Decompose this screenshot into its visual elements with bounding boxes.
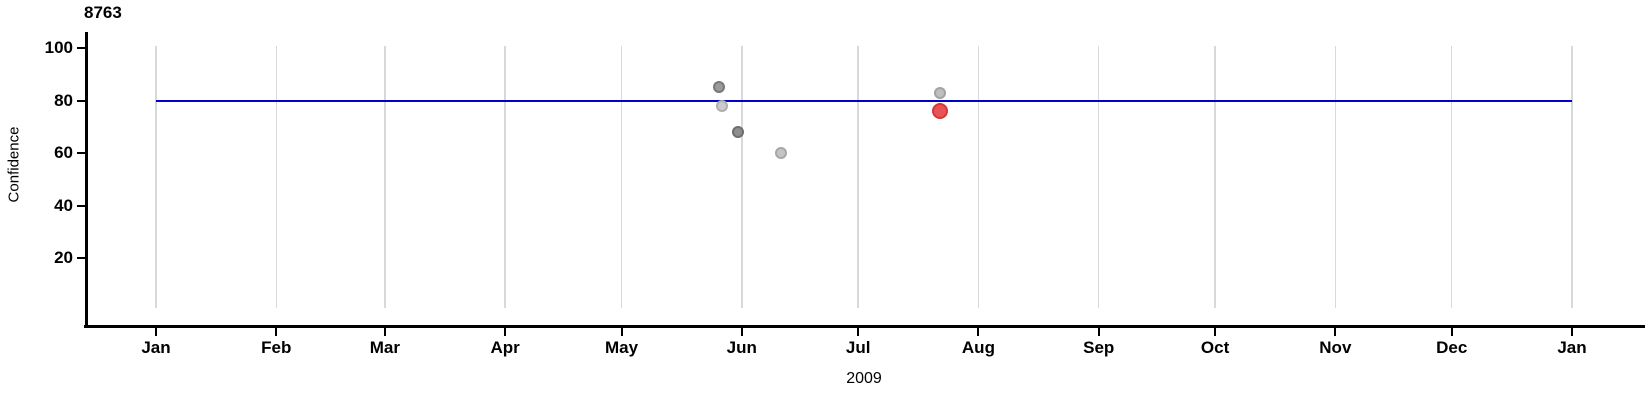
x-axis-tick	[383, 327, 386, 336]
y-axis-tick	[77, 47, 85, 49]
month-gridline	[155, 46, 157, 308]
month-gridline	[275, 46, 277, 308]
y-tick-label: 80	[54, 90, 73, 110]
month-gridline	[741, 46, 743, 308]
month-gridline	[504, 46, 506, 308]
data-point	[716, 99, 729, 112]
x-tick-label: Apr	[490, 338, 520, 357]
y-tick-label: 20	[54, 248, 73, 267]
x-tick-label: Mar	[369, 338, 400, 357]
month-gridline	[857, 46, 859, 308]
x-axis-tick	[1214, 327, 1217, 336]
month-gridline	[1097, 46, 1100, 308]
y-axis-line	[85, 32, 88, 328]
y-tick-label: 100	[44, 38, 73, 57]
y-tick-label: 60	[54, 143, 73, 162]
month-gridline	[620, 46, 623, 308]
x-axis-tick	[1450, 327, 1453, 336]
y-axis-tick	[77, 204, 85, 207]
month-gridline	[1334, 46, 1337, 308]
highlighted-data-point	[931, 103, 948, 119]
month-gridline	[1214, 46, 1216, 308]
x-tick-label: Oct	[1200, 338, 1230, 357]
y-axis-tick	[77, 99, 85, 102]
x-axis-tick	[1571, 327, 1573, 336]
chart-title: 8763	[84, 3, 122, 22]
x-tick-label: Jan	[141, 338, 171, 357]
x-axis-tick	[155, 327, 157, 336]
data-point	[774, 147, 787, 159]
x-tick-label: Aug	[961, 338, 995, 357]
x-tick-label: Jan	[1557, 338, 1587, 357]
x-axis-tick	[275, 327, 278, 336]
x-axis-tick	[977, 327, 980, 336]
y-axis-tick	[77, 257, 85, 259]
data-point	[933, 86, 946, 99]
month-gridline	[977, 46, 980, 308]
x-tick-label: Sep	[1083, 338, 1115, 357]
month-gridline	[1571, 46, 1573, 308]
y-axis-tick	[77, 152, 85, 154]
x-axis-tick	[740, 327, 743, 336]
x-tick-label: Nov	[1319, 338, 1352, 357]
x-axis-tick	[620, 327, 623, 336]
data-point	[731, 126, 744, 138]
month-gridline	[1450, 46, 1453, 308]
x-tick-label: Feb	[261, 338, 292, 357]
x-axis-tick	[504, 327, 507, 336]
x-tick-label: Jul	[845, 338, 871, 357]
x-axis-title: 2009	[846, 370, 882, 387]
x-tick-label: May	[604, 338, 639, 357]
data-point	[712, 81, 725, 94]
x-axis-line	[84, 325, 1645, 328]
y-tick-label: 40	[54, 195, 73, 215]
y-axis-title: Confidence	[5, 126, 23, 203]
x-tick-label: Jun	[726, 338, 757, 357]
reference-line-80	[156, 99, 1572, 102]
x-tick-label: Dec	[1436, 338, 1468, 357]
x-axis-tick	[1097, 327, 1100, 336]
x-axis-tick	[1334, 327, 1337, 336]
month-gridline	[384, 46, 386, 308]
x-axis-tick	[857, 327, 860, 336]
